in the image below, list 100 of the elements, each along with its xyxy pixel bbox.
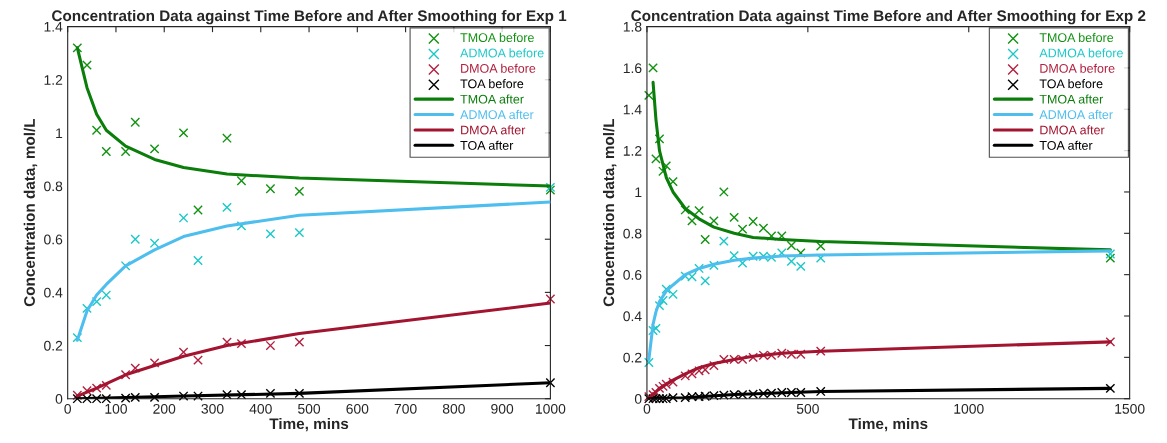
point: [545, 294, 556, 304]
point: [265, 229, 276, 239]
point: [658, 295, 668, 306]
point: [718, 236, 729, 247]
point: [709, 260, 719, 271]
point: [178, 128, 189, 138]
y-tick-label: 1.4: [44, 22, 63, 32]
point: [91, 296, 102, 307]
legend-label: TMOA after: [1039, 94, 1104, 104]
x-axis-title: Time, mins: [848, 417, 928, 432]
legend-label: DMOA before: [461, 63, 536, 73]
x-tick-label: 0: [643, 403, 651, 414]
x-tick-label: 1000: [954, 403, 984, 414]
x-tick-label: 300: [201, 403, 224, 414]
x-tick-label: 900: [491, 403, 514, 414]
point: [265, 340, 276, 351]
point: [651, 154, 661, 164]
line-series: [75, 46, 551, 188]
y-tick-label: 0.6: [44, 234, 63, 245]
point: [120, 146, 131, 157]
point: [1105, 253, 1116, 263]
x-tick-label: 1500: [1115, 403, 1145, 414]
x-tick-label: 800: [442, 403, 465, 414]
point: [729, 250, 740, 261]
x-tick-label: 700: [394, 403, 417, 414]
point: [130, 234, 141, 245]
legend-label: TOA before: [460, 79, 524, 89]
point: [654, 133, 665, 144]
y-tick-label: 0: [634, 394, 642, 404]
point: [680, 205, 691, 215]
point: [82, 60, 92, 70]
legend-label: ADMOA before: [1039, 48, 1123, 58]
x-tick-label: 600: [346, 403, 369, 414]
y-tick-label: 0.8: [44, 181, 63, 192]
point: [1105, 383, 1116, 394]
legend-label: DMOA after: [1040, 125, 1105, 135]
point: [149, 143, 160, 154]
point: [648, 63, 658, 73]
legend-label: TOA after: [460, 140, 514, 150]
point: [72, 42, 83, 53]
legend-label: TOA after: [1039, 140, 1093, 150]
point: [236, 338, 247, 349]
x-tick-label: 500: [298, 403, 321, 414]
y-tick-label: 0.2: [623, 352, 642, 363]
legend-label: ADMOA after: [460, 109, 534, 120]
point: [236, 175, 247, 186]
point: [737, 224, 748, 235]
point: [101, 290, 112, 300]
point: [294, 186, 305, 197]
point: [101, 146, 112, 157]
y-tick-label: 0: [55, 394, 63, 404]
x-tick-label: 200: [153, 403, 176, 414]
point: [786, 256, 797, 267]
y-tick-label: 1.2: [623, 145, 642, 156]
y-tick-label: 1.6: [623, 63, 642, 74]
point: [193, 355, 203, 366]
point: [294, 227, 305, 238]
point: [1105, 336, 1116, 347]
legend-label: ADMOA after: [1039, 109, 1113, 120]
point: [795, 261, 806, 272]
point: [149, 238, 160, 249]
point: [193, 255, 203, 266]
y-tick-label: 0.2: [44, 340, 63, 351]
x-tick-label: 500: [796, 403, 819, 414]
point: [729, 212, 740, 223]
text: TMOA before: [460, 32, 534, 43]
point: [694, 263, 704, 274]
line-series: [651, 80, 1112, 252]
y-tick-label: 1: [635, 187, 642, 197]
line-series: [75, 200, 551, 342]
y-axis-title: Concentration data, mol/L: [23, 118, 38, 307]
point: [661, 161, 672, 171]
point: [294, 337, 305, 347]
legend-label: TMOA before: [1039, 32, 1114, 43]
point: [149, 357, 160, 368]
point: [222, 389, 232, 400]
point: [149, 392, 160, 403]
point: [193, 391, 203, 401]
point: [236, 389, 247, 400]
point: [668, 289, 678, 300]
point: [72, 332, 83, 343]
point: [694, 205, 704, 216]
y-axis-title: Concentration data, mol/L: [602, 118, 617, 307]
y-tick-label: 1.8: [623, 21, 642, 32]
point: [815, 386, 826, 397]
x-tick-label: 1000: [536, 403, 566, 414]
point: [545, 377, 556, 388]
point: [265, 388, 276, 399]
point: [815, 241, 826, 251]
point: [222, 202, 232, 213]
point: [718, 187, 729, 197]
y-tick-label: 0.6: [623, 269, 642, 280]
y-tick-label: 0.4: [44, 287, 63, 298]
point: [687, 216, 697, 226]
point: [661, 284, 672, 294]
point: [193, 205, 203, 215]
point: [700, 234, 711, 245]
legend-label: DMOA before: [1040, 63, 1115, 73]
y-tick-label: 1.4: [623, 104, 642, 115]
point: [815, 346, 826, 357]
